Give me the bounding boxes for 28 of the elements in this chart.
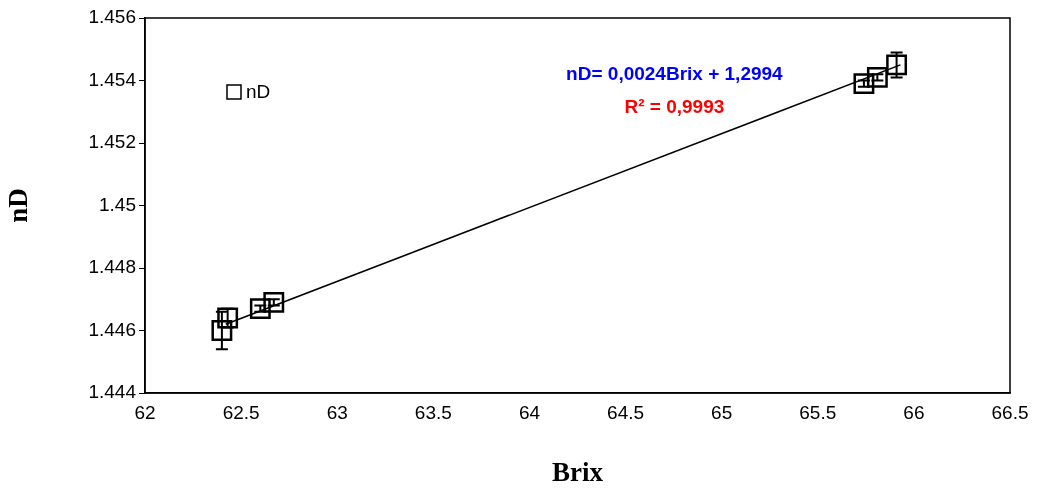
y-axis-title: nD xyxy=(3,188,34,223)
x-tick-label: 65.5 xyxy=(799,401,837,423)
x-axis-title: Brix xyxy=(552,456,604,487)
x-tick-label: 63 xyxy=(326,401,348,423)
point xyxy=(211,320,233,341)
legend-label: nD xyxy=(246,81,271,103)
x-tick-label: 65 xyxy=(711,401,733,423)
x-tick-label: 66 xyxy=(903,401,925,423)
y-tick-label: 1.452 xyxy=(88,131,136,153)
annotation: R² = 0,9993 xyxy=(624,96,725,118)
point xyxy=(263,291,285,313)
point xyxy=(866,66,888,88)
y-tick-label: 1.448 xyxy=(88,256,136,278)
point xyxy=(886,54,908,76)
y-tick-label: 1.45 xyxy=(99,193,136,215)
x-tick-label: 62.5 xyxy=(222,401,260,423)
annotation: nD= 0,0024Brix + 1,2994 xyxy=(566,63,784,85)
y-tick-label: 1.454 xyxy=(88,68,137,90)
point xyxy=(249,298,271,320)
x-tick-label: 63.5 xyxy=(414,401,452,423)
y-tick-label: 1.456 xyxy=(88,6,136,28)
x-tick-label: 64 xyxy=(518,401,541,423)
x-tick-label: 64.5 xyxy=(607,401,645,423)
x-tick-label: 66.5 xyxy=(991,401,1029,423)
x-tick-label: 62 xyxy=(134,401,156,423)
y-tick-label: 1.444 xyxy=(88,381,137,403)
y-tick-label: 1.446 xyxy=(88,318,136,340)
point xyxy=(853,73,875,95)
